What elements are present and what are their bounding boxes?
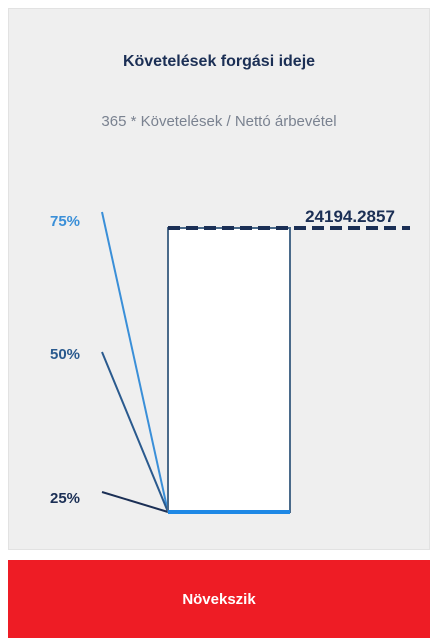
value-label: 24194.2857 xyxy=(305,207,395,226)
level-label: 75% xyxy=(50,213,80,230)
bar xyxy=(167,227,291,513)
level-line xyxy=(101,211,169,513)
level-label: 25% xyxy=(50,490,80,507)
level-line xyxy=(101,491,169,513)
card-title: Követelések forgási ideje xyxy=(122,53,316,70)
level-label: 50% xyxy=(50,346,80,363)
trend-button[interactable]: Növekszik xyxy=(8,560,430,638)
level-line xyxy=(101,351,169,513)
formula: 365 * Követelések / Nettó árbevétel xyxy=(101,113,337,130)
